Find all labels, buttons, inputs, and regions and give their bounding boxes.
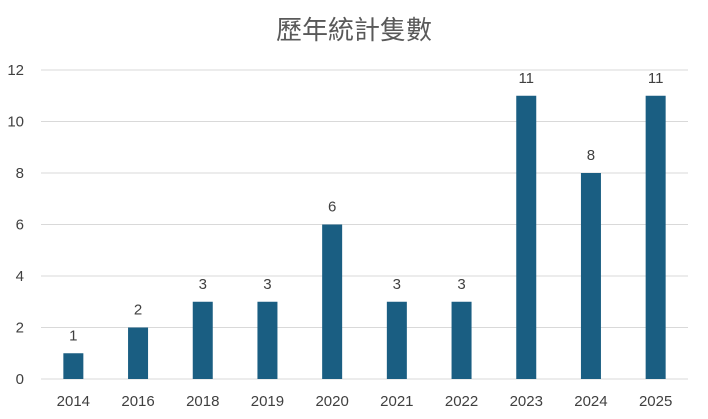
bar — [128, 327, 149, 379]
x-tick-label: 2024 — [574, 393, 607, 410]
y-tick-label: 8 — [16, 165, 24, 182]
data-label: 8 — [587, 147, 595, 164]
bar — [63, 353, 84, 379]
bar — [192, 301, 213, 379]
data-label: 3 — [393, 276, 401, 293]
y-tick-label: 12 — [7, 62, 24, 79]
x-tick-label: 2016 — [121, 393, 154, 410]
x-tick-label: 2014 — [57, 393, 90, 410]
bar — [580, 173, 601, 379]
data-label: 11 — [518, 70, 534, 87]
data-label: 3 — [457, 276, 465, 293]
y-tick-label: 0 — [16, 371, 24, 388]
data-labels: 1 2 3 3 6 3 3 11 8 11 — [69, 70, 663, 345]
x-tick-label: 2020 — [315, 393, 348, 410]
data-label: 3 — [199, 276, 207, 293]
chart-title: 歷年統計隻數 — [276, 15, 432, 45]
x-tick-label: 2022 — [445, 393, 478, 410]
x-tick-label: 2021 — [380, 393, 413, 410]
data-label: 1 — [69, 327, 77, 344]
y-tick-label: 2 — [16, 320, 24, 337]
y-tick-label: 4 — [16, 268, 24, 285]
bar — [322, 224, 343, 379]
data-label: 11 — [648, 70, 664, 87]
y-tick-label: 10 — [7, 114, 24, 131]
bar — [386, 301, 407, 379]
data-label: 6 — [328, 199, 336, 216]
x-tick-label: 2025 — [639, 393, 672, 410]
x-axis-tick-labels: 2014 2016 2018 2019 2020 2021 2022 2023 2024 2025 — [57, 393, 673, 410]
y-axis-tick-labels: 0 2 4 6 8 10 12 — [7, 62, 24, 388]
y-tick-label: 6 — [16, 217, 24, 234]
bars — [63, 95, 666, 379]
x-tick-label: 2018 — [186, 393, 219, 410]
data-label: 2 — [134, 302, 142, 319]
x-tick-label: 2023 — [510, 393, 543, 410]
bar — [257, 301, 278, 379]
bar — [516, 95, 537, 379]
x-tick-label: 2019 — [251, 393, 284, 410]
bar — [645, 95, 666, 379]
bar — [451, 301, 472, 379]
data-label: 3 — [263, 276, 271, 293]
gridlines — [41, 69, 688, 380]
